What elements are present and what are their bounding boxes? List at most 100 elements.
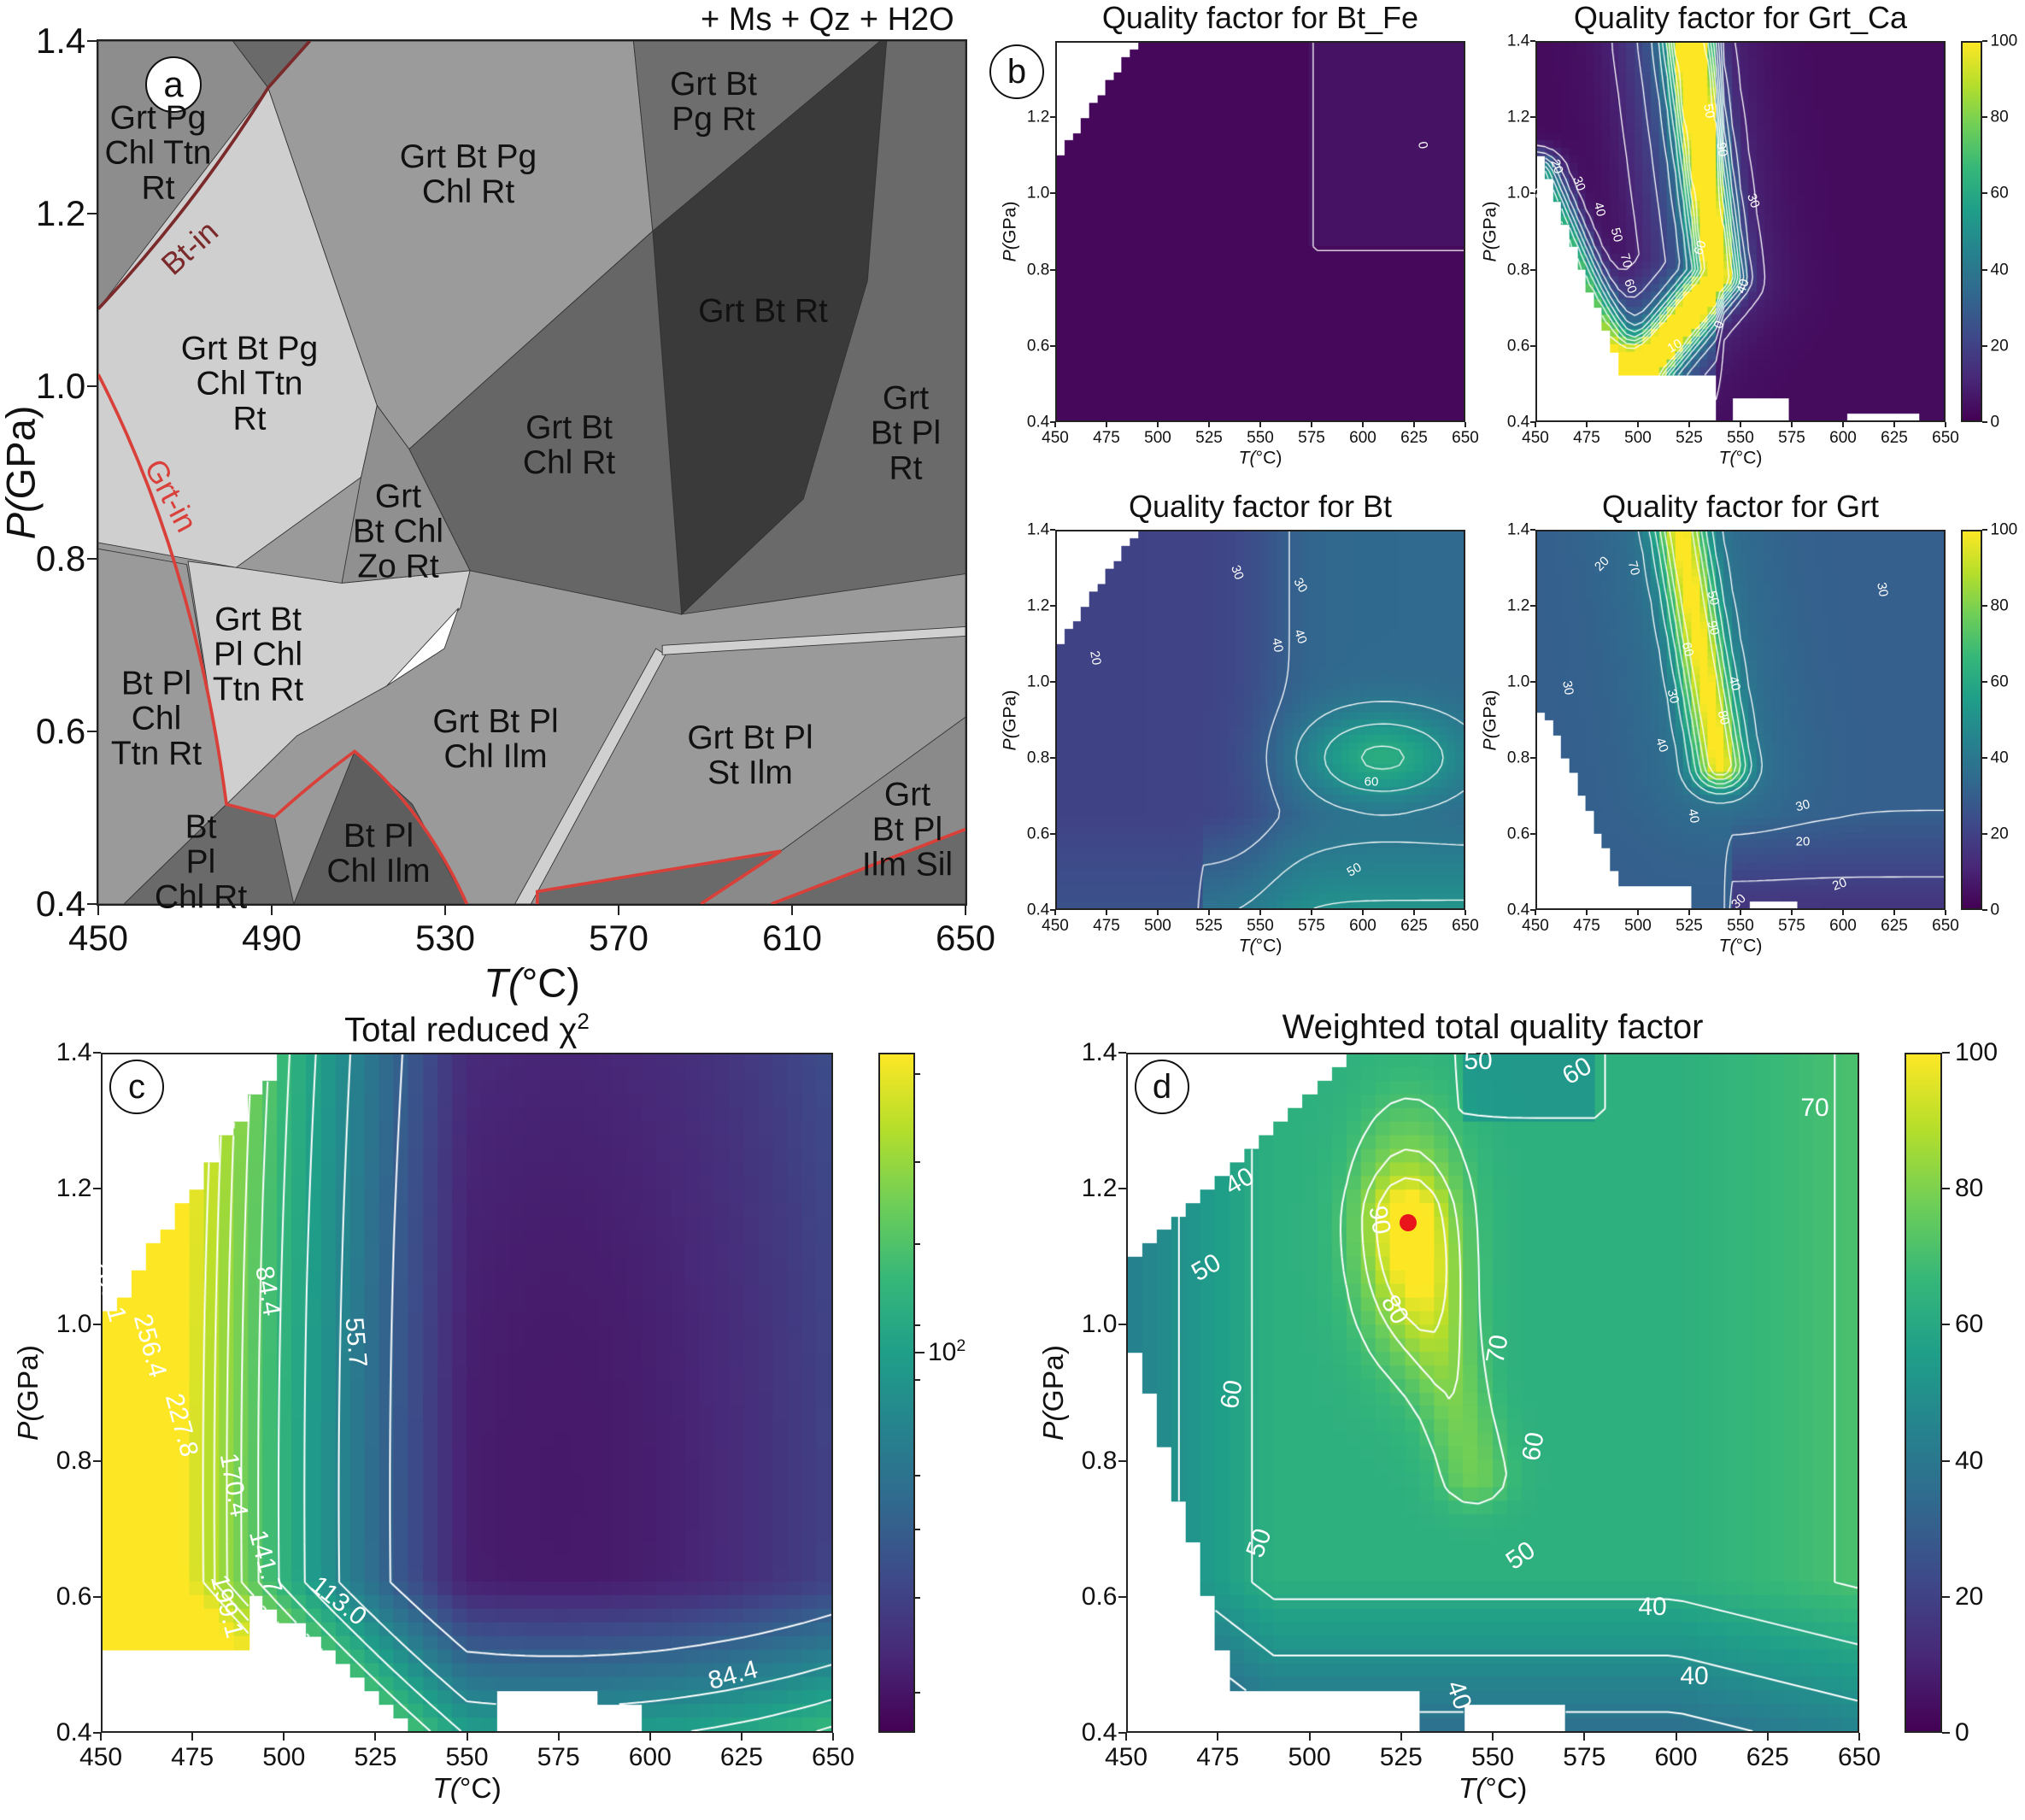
y-tick-mark: [87, 731, 98, 732]
colorbar-tick-label: 0: [1955, 1718, 1969, 1747]
y-axis-label: P(GPa): [1479, 201, 1500, 262]
x-tick-label: 500: [1624, 916, 1652, 935]
y-tick-label: 1.4: [56, 1038, 92, 1066]
phase-field-label: Grt Pg Chl Ttn Rt: [104, 99, 212, 207]
contour-label: 30: [1559, 679, 1576, 696]
y-tick-label: 0.4: [1026, 901, 1050, 919]
y-tick-label: 1.4: [1506, 520, 1530, 539]
y-tick-label: 1.0: [1081, 1310, 1118, 1339]
x-tick-label: 490: [241, 917, 302, 958]
y-tick-mark: [1530, 192, 1535, 195]
y-tick-label: 0.6: [1026, 825, 1050, 843]
x-tick-label: 550: [1247, 916, 1274, 935]
contour-label: 50: [1700, 103, 1717, 120]
y-tick-label: 1.0: [1026, 672, 1050, 691]
colorbar-tick: [1982, 909, 1987, 911]
x-tick-mark: [1413, 422, 1415, 427]
colorbar-major-tick: [915, 1352, 924, 1354]
heatmap-canvas: [1537, 531, 1944, 908]
y-tick-label: 0.6: [1506, 337, 1530, 355]
colorbar-minor-tick: [915, 1596, 920, 1599]
panel-title: Quality factor for Grt_Ca: [1574, 3, 1907, 33]
x-axis-label: T(°C): [1718, 935, 1763, 956]
heatmap-canvas: [1057, 531, 1464, 908]
phase-diagram-plot: a: [97, 39, 967, 906]
colorbar-minor-tick: [915, 1692, 920, 1694]
x-tick-mark: [1106, 422, 1107, 427]
x-tick-label: 650: [1452, 916, 1479, 935]
x-axis-label: T(°C): [1238, 447, 1282, 468]
x-tick-label: 500: [1144, 916, 1171, 935]
phase-field-label: Grt Bt Rt: [698, 292, 828, 330]
x-tick-label: 600: [1654, 1742, 1698, 1771]
y-axis-label: P(GPa): [1038, 1345, 1071, 1441]
x-tick-label: 500: [1624, 428, 1652, 447]
x-tick-mark: [1893, 422, 1895, 427]
colorbar: [1905, 1053, 1942, 1733]
heatmap-canvas: [1128, 1054, 1858, 1731]
x-tick-mark: [1766, 1733, 1769, 1741]
panel-letter-d: d: [1135, 1060, 1189, 1114]
x-tick-label: 625: [1881, 428, 1908, 447]
x-tick-mark: [832, 1733, 834, 1741]
x-tick-mark: [1125, 1733, 1127, 1741]
y-tick-mark: [87, 213, 98, 214]
colorbar-tick-label: 100: [1990, 32, 2018, 50]
y-tick-mark: [87, 903, 98, 905]
y-tick-label: 0.8: [35, 538, 86, 578]
reaction-line-bottom: [536, 827, 966, 904]
x-tick-mark: [1535, 910, 1536, 915]
y-tick-label: 1.2: [1081, 1174, 1118, 1203]
y-tick-mark: [87, 40, 98, 42]
x-tick-mark: [618, 904, 619, 915]
y-tick-mark: [1530, 529, 1535, 531]
x-tick-mark: [1740, 910, 1741, 915]
contour-label: 20: [1087, 649, 1104, 666]
colorbar-tick: [1982, 529, 1987, 531]
panel-a: + Ms + Qz + H2O: [0, 0, 1008, 983]
panel-title: Quality factor for Grt: [1602, 491, 1879, 522]
colorbar-tick-label: 40: [1990, 261, 2009, 279]
y-tick-label: 0.8: [56, 1446, 92, 1475]
y-tick-mark: [87, 385, 98, 387]
colorbar-tick: [1942, 1595, 1950, 1598]
x-tick-label: 575: [1563, 1742, 1606, 1771]
phase-field-label: Grt Bt Pl Rt: [870, 379, 942, 487]
y-tick-label: 0.4: [1081, 1718, 1118, 1747]
y-tick-mark: [1530, 681, 1535, 683]
panel-title-text: Total reduced χ: [344, 1011, 578, 1049]
y-tick-mark: [1530, 268, 1535, 271]
x-tick-label: 475: [1093, 428, 1120, 447]
y-tick-mark: [1530, 757, 1535, 759]
x-tick-mark: [1413, 910, 1415, 915]
x-tick-mark: [1157, 910, 1159, 915]
phase-field-label: Grt Bt Chl Zo Rt: [352, 478, 444, 585]
y-tick-label: 0.4: [1026, 413, 1050, 432]
x-tick-mark: [1362, 422, 1364, 427]
y-tick-label: 0.4: [1506, 901, 1530, 919]
phase-field-map: [98, 41, 966, 904]
grt-in-line: [98, 373, 469, 904]
colorbar-tick: [1982, 344, 1987, 347]
x-tick-label: 650: [811, 1742, 855, 1771]
x-tick-mark: [1054, 910, 1056, 915]
x-tick-label: 500: [1288, 1742, 1331, 1771]
colorbar-tick-label: 60: [1990, 184, 2009, 203]
colorbar-minor-tick: [915, 1242, 920, 1245]
x-tick-mark: [1893, 910, 1895, 915]
x-tick-label: 600: [1829, 428, 1857, 447]
x-tick-label: 610: [761, 917, 823, 958]
x-tick-label: 575: [1298, 916, 1325, 935]
heatmap-canvas: [103, 1054, 831, 1731]
colorbar-tick-label: 60: [1990, 672, 2009, 691]
x-tick-label: 550: [1247, 428, 1274, 447]
y-tick-label: 1.2: [1506, 596, 1530, 615]
y-tick-mark: [1530, 40, 1535, 42]
phase-field-label: Grt Bt Pl St Ilm: [687, 719, 813, 791]
x-tick-label: 550: [1727, 916, 1754, 935]
contour-label: 70: [1481, 1332, 1514, 1366]
phase-field-label: Bt Pl Chl Ilm: [326, 818, 431, 889]
y-tick-label: 1.4: [35, 21, 86, 61]
panel-letter-c: c: [109, 1060, 164, 1114]
x-tick-label: 650: [935, 917, 996, 958]
